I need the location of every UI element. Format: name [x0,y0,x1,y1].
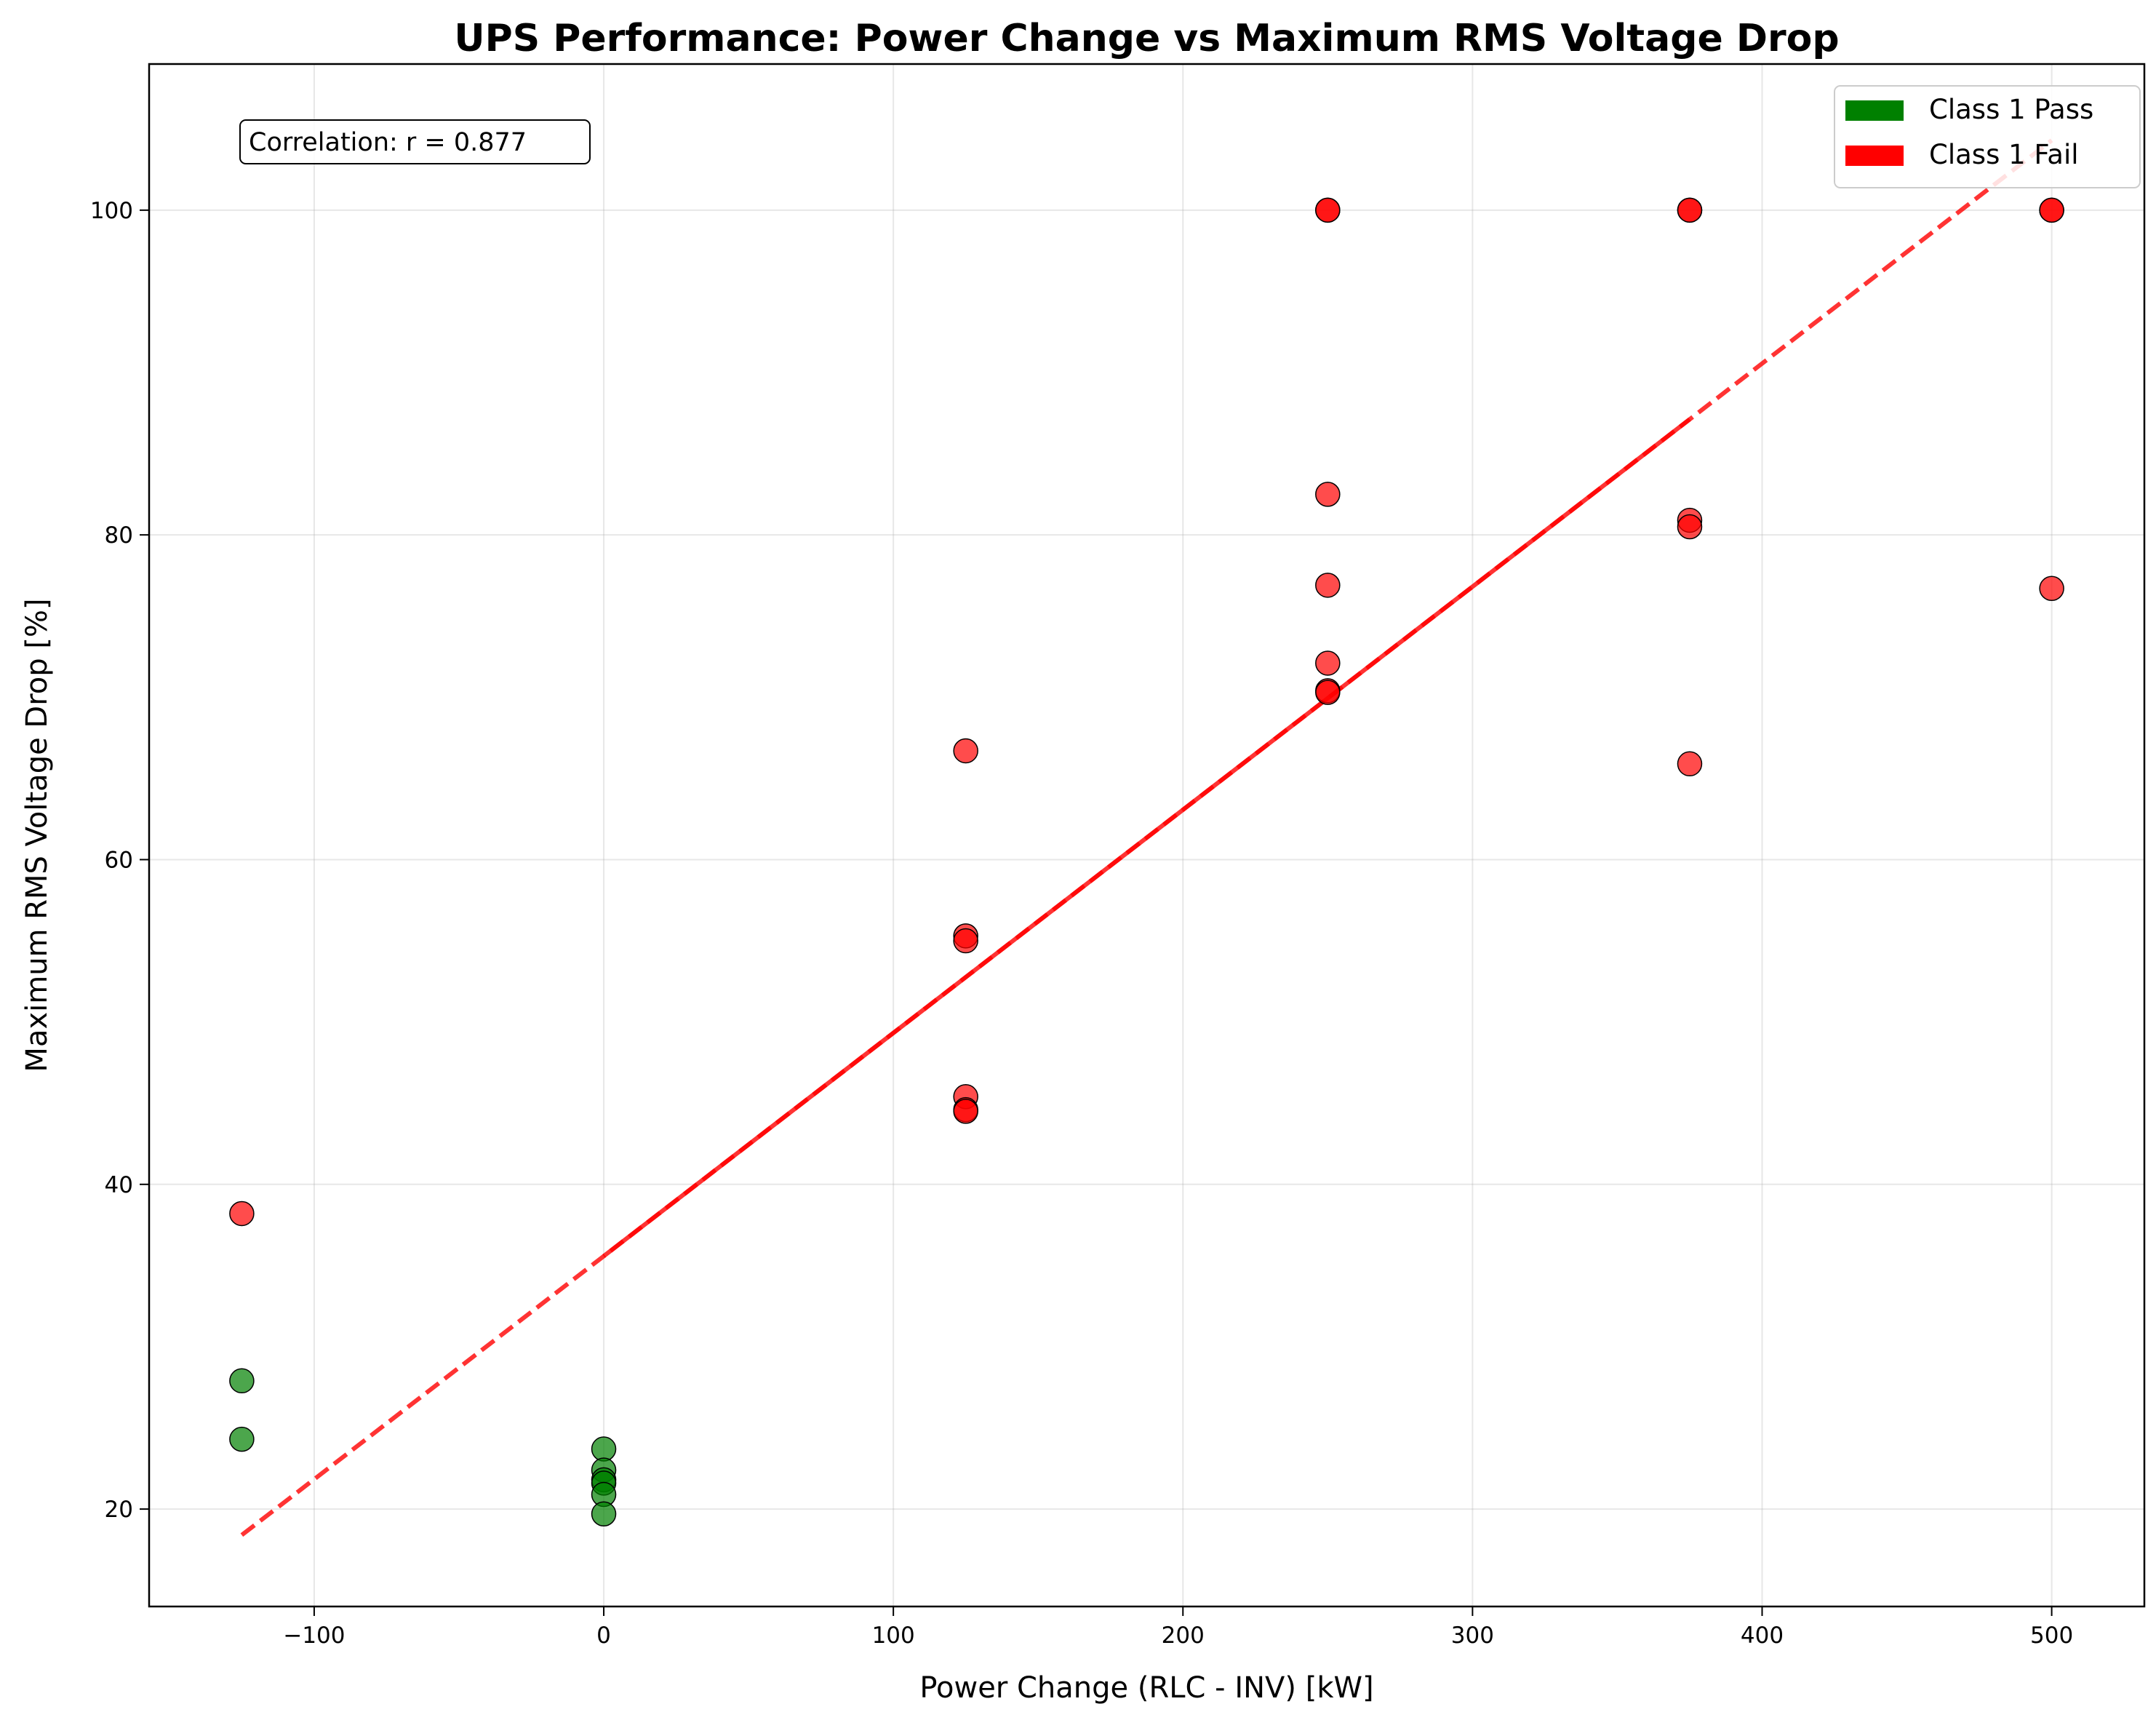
y-axis-label: Maximum RMS Voltage Drop [%] [20,598,54,1072]
data-point-fail [1315,680,1341,705]
legend-swatch [1845,100,1904,121]
x-tick-label: 0 [596,1623,611,1649]
data-point-fail [1315,197,1341,223]
trend-line-solid [602,417,1691,1258]
trend-line-group [240,138,2053,1537]
legend: Class 1 Pass Class 1 Fail [1834,85,2141,188]
chart-title: UPS Performance: Power Change vs Maximum… [454,17,1839,60]
x-tick-label: 400 [1741,1623,1784,1649]
grid-lines [149,64,2144,1606]
x-axis-label: Power Change (RLC - INV) [kW] [919,1671,1373,1705]
y-tick-label: 60 [105,847,133,873]
data-point-pass [229,1426,255,1452]
x-tick-label: 200 [1162,1623,1205,1649]
x-tick-label: 300 [1451,1623,1494,1649]
annotation-box [239,119,591,164]
data-point-fail [1315,650,1341,676]
data-point-fail [953,928,978,954]
data-point-fail [1677,751,1703,777]
x-tick-label: 100 [872,1623,915,1649]
data-point-fail [229,1201,255,1227]
y-tick-label: 40 [105,1172,133,1198]
legend-box [1834,85,2141,188]
data-point-fail [953,1099,978,1124]
data-point-pass [229,1368,255,1394]
data-point-fail [953,738,978,764]
legend-label: Class 1 Fail [1929,139,2079,170]
data-points [229,197,2064,1527]
plot-frame [148,63,2146,1608]
data-point-fail [1315,573,1341,598]
x-tick-label: −100 [283,1623,345,1649]
axis-ticks: −100 0 100 200 300 400 500 20 40 60 80 100 [90,198,2073,1649]
y-tick-label: 100 [90,198,133,224]
legend-label: Class 1 Pass [1929,94,2093,125]
data-point-fail [2039,576,2064,602]
data-point-fail [1677,514,1703,540]
data-point-fail [1315,482,1341,507]
y-tick-label: 20 [105,1497,133,1523]
data-point-fail [2039,197,2064,223]
data-point-pass [591,1501,617,1527]
data-point-pass [591,1436,617,1462]
y-tick-label: 80 [105,522,133,549]
correlation-annotation: Correlation: r = 0.877 [239,119,591,164]
legend-swatch [1845,146,1904,166]
data-point-fail [1677,197,1703,223]
x-tick-label: 500 [2030,1623,2073,1649]
annotation-text: Correlation: r = 0.877 [249,128,527,157]
